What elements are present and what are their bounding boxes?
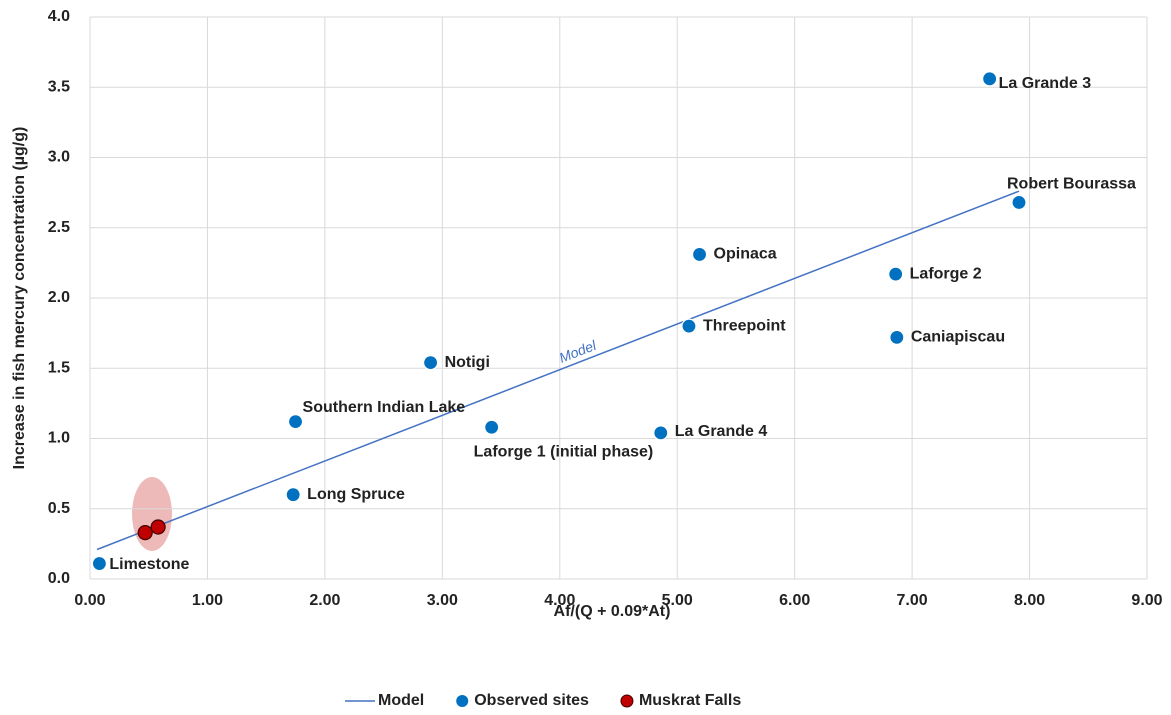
point [681,318,697,334]
point-label: Laforge 2 [910,265,982,282]
x-tick-label: 9.00 [1131,592,1162,609]
point-label: Long Spruce [307,486,405,503]
x-axis-label: Af/(Q + 0.09*At) [554,603,671,620]
point [484,419,500,435]
point-label: Southern Indian Lake [303,399,466,416]
point-label: Threepoint [703,317,786,334]
model-annotation: Model [557,337,599,366]
x-tick-label: 0.00 [74,592,105,609]
y-tick-label: 2.5 [48,219,70,236]
point-label: La Grande 3 [999,75,1092,92]
point [287,414,304,430]
point-label: Limestone [109,556,189,573]
point [1011,194,1027,211]
point [889,329,905,345]
y-tick-label: 0.0 [48,570,70,587]
point [888,266,904,282]
point [91,555,107,572]
point [653,425,669,441]
x-tick-label: 4.00 [544,592,575,609]
point-label: Opinaca [714,246,777,263]
y-tick-label: 0.5 [48,500,70,517]
y-tick-label: 1.0 [48,430,70,447]
point [137,525,153,541]
highlight-ellipse [132,477,172,551]
point [982,71,998,87]
y-tick-label: 2.0 [48,289,70,306]
legend-label: Model [378,692,424,709]
y-tick-label: 4.0 [48,8,70,25]
point-label: Robert Bourassa [1007,176,1136,193]
x-tick-label: 5.00 [662,592,693,609]
point [150,519,166,535]
point-label: Laforge 1 (initial phase) [474,443,654,460]
y-tick-label: 3.0 [48,149,70,166]
legend-swatch [620,694,634,708]
x-tick-label: 2.00 [309,592,340,609]
point [422,355,439,371]
legend-swatch [456,695,469,707]
y-tick-label: 1.5 [48,359,70,376]
model-line [96,190,1020,551]
point [285,487,301,503]
x-tick-label: 1.00 [192,592,223,609]
point-label: La Grande 4 [675,423,768,440]
x-tick-label: 8.00 [1014,592,1045,609]
point-label: Notigi [445,354,490,371]
x-tick-label: 7.00 [897,592,928,609]
legend-label: Muskrat Falls [639,692,741,709]
x-tick-label: 6.00 [779,592,810,609]
y-tick-label: 3.5 [48,78,70,95]
point-label: Caniapiscau [911,329,1005,346]
y-axis-label: Increase in fish mercury concentration (… [11,127,28,470]
x-tick-label: 3.00 [427,592,458,609]
point [691,246,708,263]
legend-label: Observed sites [474,692,589,709]
